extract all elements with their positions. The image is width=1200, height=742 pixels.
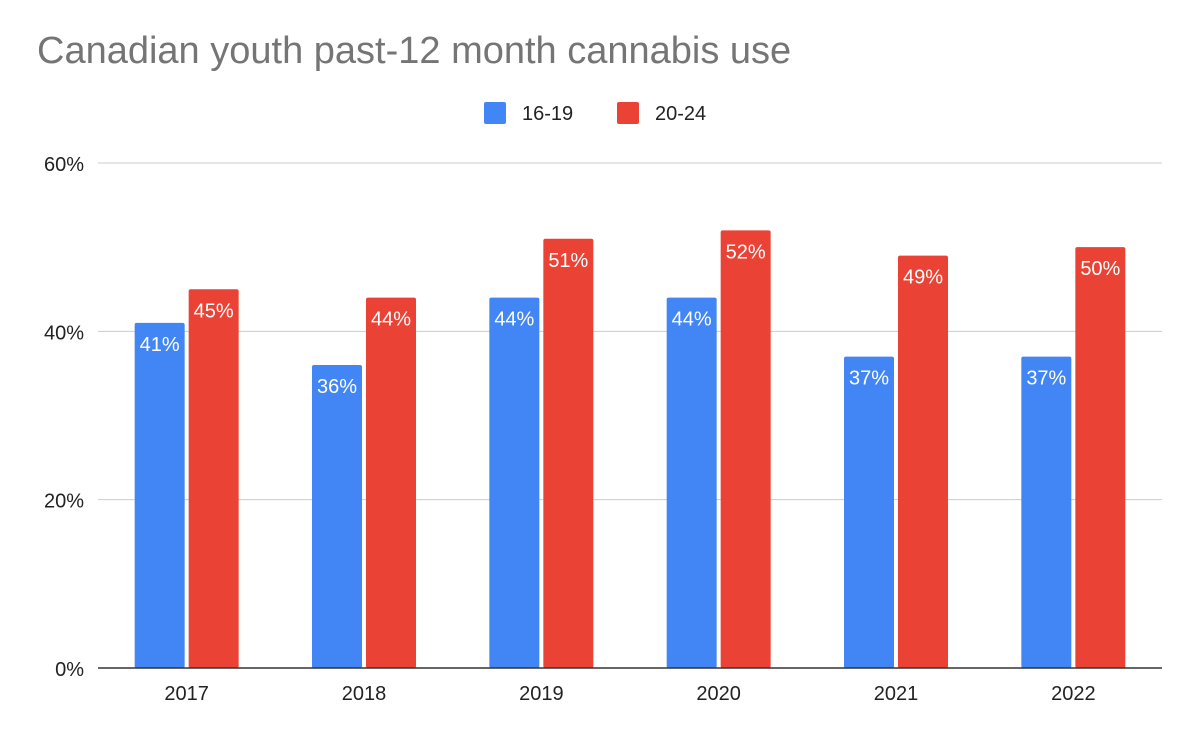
legend-swatch [484, 102, 506, 124]
data-label: 37% [849, 368, 889, 390]
bar [1075, 247, 1126, 668]
bar [1021, 356, 1072, 668]
x-tick-label: 2018 [342, 683, 387, 705]
data-label: 44% [371, 309, 411, 331]
chart-title: Canadian youth past-12 month cannabis us… [37, 30, 792, 72]
data-label: 52% [726, 241, 766, 263]
bar [720, 230, 771, 669]
y-tick-label: 40% [44, 322, 84, 344]
data-label: 41% [140, 334, 180, 356]
data-label: 50% [1080, 258, 1120, 280]
bar [188, 289, 239, 668]
data-label: 37% [1026, 368, 1066, 390]
y-tick-label: 20% [44, 491, 84, 513]
bar [312, 365, 362, 668]
data-label: 36% [317, 376, 357, 398]
x-tick-label: 2017 [164, 683, 209, 705]
x-tick-label: 2020 [696, 683, 741, 705]
data-label: 44% [672, 309, 712, 331]
x-tick-label: 2021 [874, 683, 919, 705]
data-label: 51% [548, 250, 588, 272]
data-label: 44% [494, 309, 534, 331]
bar [134, 322, 185, 668]
bar [898, 255, 948, 669]
legend-swatch [617, 102, 639, 124]
bar [543, 238, 594, 668]
data-label: 49% [903, 267, 943, 289]
data-label: 45% [194, 300, 234, 322]
legend-label: 16-19 [522, 103, 573, 125]
x-tick-label: 2022 [1051, 683, 1096, 705]
x-tick-label: 2019 [519, 683, 564, 705]
bar [489, 297, 540, 668]
bar [666, 297, 717, 668]
y-tick-label: 0% [55, 659, 84, 681]
bar [366, 297, 416, 668]
y-tick-label: 60% [44, 154, 84, 176]
legend-label: 20-24 [655, 103, 706, 125]
bar [844, 356, 894, 668]
